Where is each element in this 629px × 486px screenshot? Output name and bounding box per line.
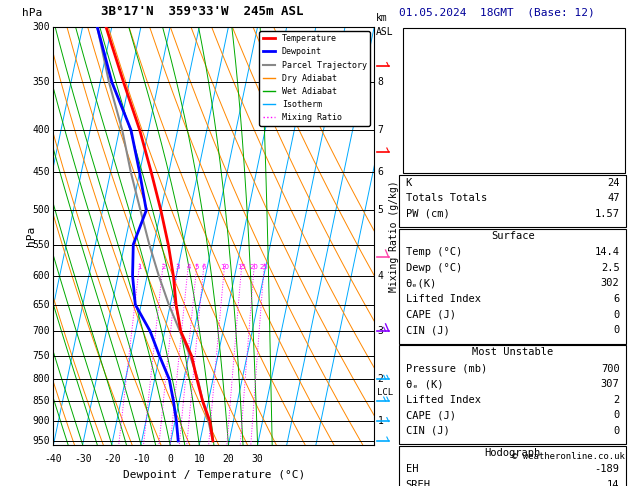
Text: 2: 2 — [377, 374, 383, 384]
Text: Temp (°C): Temp (°C) — [406, 247, 462, 258]
Text: EH: EH — [406, 464, 418, 474]
Text: 10: 10 — [193, 454, 205, 464]
Text: Mixing Ratio (g/kg): Mixing Ratio (g/kg) — [389, 180, 399, 292]
Text: 850: 850 — [33, 396, 50, 406]
Text: -30: -30 — [74, 454, 91, 464]
Text: hPa: hPa — [22, 8, 42, 18]
Text: 0: 0 — [613, 426, 620, 436]
Text: 450: 450 — [33, 168, 50, 177]
Text: 4: 4 — [377, 271, 383, 281]
Text: 1: 1 — [377, 417, 383, 427]
Text: 47: 47 — [607, 193, 620, 204]
Text: 0: 0 — [613, 410, 620, 420]
Text: -40: -40 — [45, 454, 62, 464]
Text: 30: 30 — [252, 454, 264, 464]
Text: Most Unstable: Most Unstable — [472, 347, 554, 357]
Text: 400: 400 — [33, 125, 50, 135]
Text: 0: 0 — [613, 325, 620, 335]
Text: 800: 800 — [33, 374, 50, 384]
Text: 24: 24 — [607, 178, 620, 188]
Text: CIN (J): CIN (J) — [406, 325, 450, 335]
Text: hPa: hPa — [26, 226, 36, 246]
Text: 350: 350 — [33, 77, 50, 87]
Text: 6: 6 — [377, 168, 383, 177]
Text: θₑ (K): θₑ (K) — [406, 379, 443, 389]
Text: -20: -20 — [103, 454, 121, 464]
Text: 900: 900 — [33, 417, 50, 427]
Text: 2.5: 2.5 — [601, 263, 620, 273]
Text: LCL: LCL — [377, 388, 394, 397]
Text: 20: 20 — [223, 454, 235, 464]
Text: 14: 14 — [607, 480, 620, 486]
Text: 700: 700 — [601, 364, 620, 374]
Text: 650: 650 — [33, 299, 50, 310]
Text: 550: 550 — [33, 240, 50, 249]
Text: Pressure (mb): Pressure (mb) — [406, 364, 487, 374]
Text: 0: 0 — [167, 454, 173, 464]
Text: 6: 6 — [202, 263, 206, 270]
Text: Dewpoint / Temperature (°C): Dewpoint / Temperature (°C) — [123, 470, 305, 480]
Text: Surface: Surface — [491, 231, 535, 241]
Text: 1: 1 — [137, 263, 142, 270]
Text: Hodograph: Hodograph — [484, 448, 541, 458]
Text: PW (cm): PW (cm) — [406, 209, 450, 219]
Text: ASL: ASL — [376, 27, 394, 37]
Text: © weatheronline.co.uk: © weatheronline.co.uk — [512, 452, 625, 461]
Text: 1.57: 1.57 — [594, 209, 620, 219]
Text: 6: 6 — [613, 294, 620, 304]
Text: kt: kt — [407, 30, 417, 39]
Text: θₑ(K): θₑ(K) — [406, 278, 437, 289]
Text: 302: 302 — [601, 278, 620, 289]
Text: 3: 3 — [175, 263, 180, 270]
Text: 700: 700 — [33, 326, 50, 336]
Text: 3: 3 — [377, 326, 383, 336]
Text: CAPE (J): CAPE (J) — [406, 310, 455, 320]
Text: 300: 300 — [33, 22, 50, 32]
Text: km: km — [376, 13, 387, 22]
Text: 5: 5 — [377, 205, 383, 215]
Text: 15: 15 — [237, 263, 247, 270]
Text: 750: 750 — [33, 351, 50, 361]
Text: CIN (J): CIN (J) — [406, 426, 450, 436]
Text: 20: 20 — [250, 263, 259, 270]
Text: 500: 500 — [33, 205, 50, 215]
Text: 4: 4 — [186, 263, 191, 270]
Text: 7: 7 — [377, 125, 383, 135]
Legend: Temperature, Dewpoint, Parcel Trajectory, Dry Adiabat, Wet Adiabat, Isotherm, Mi: Temperature, Dewpoint, Parcel Trajectory… — [259, 31, 370, 125]
Text: 14.4: 14.4 — [594, 247, 620, 258]
Text: 600: 600 — [33, 271, 50, 281]
Text: 950: 950 — [33, 436, 50, 446]
Text: SREH: SREH — [406, 480, 431, 486]
Text: CAPE (J): CAPE (J) — [406, 410, 455, 420]
Text: 10: 10 — [220, 263, 229, 270]
Text: 0: 0 — [613, 310, 620, 320]
Text: 2: 2 — [161, 263, 165, 270]
Text: Dewp (°C): Dewp (°C) — [406, 263, 462, 273]
Text: 25: 25 — [260, 263, 269, 270]
Text: K: K — [406, 178, 412, 188]
Text: Lifted Index: Lifted Index — [406, 395, 481, 405]
Text: -10: -10 — [132, 454, 150, 464]
Text: 01.05.2024  18GMT  (Base: 12): 01.05.2024 18GMT (Base: 12) — [399, 8, 595, 18]
Text: 5: 5 — [195, 263, 199, 270]
Text: 3B°17'N  359°33'W  245m ASL: 3B°17'N 359°33'W 245m ASL — [101, 5, 303, 18]
Text: -189: -189 — [594, 464, 620, 474]
Text: 8: 8 — [377, 77, 383, 87]
Text: Lifted Index: Lifted Index — [406, 294, 481, 304]
Text: Totals Totals: Totals Totals — [406, 193, 487, 204]
Text: 307: 307 — [601, 379, 620, 389]
Text: 2: 2 — [613, 395, 620, 405]
